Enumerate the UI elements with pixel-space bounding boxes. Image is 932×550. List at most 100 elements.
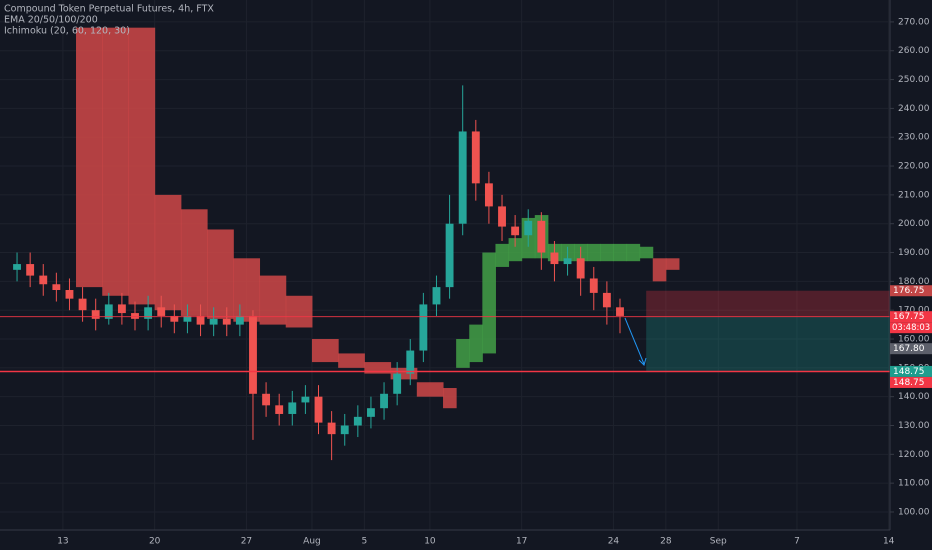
price-label: 148.75 <box>893 378 925 388</box>
candle-body <box>576 258 585 279</box>
countdown: 03:48:03 <box>892 323 930 333</box>
y-tick-label: 120.00 <box>898 450 930 460</box>
y-tick-label: 130.00 <box>898 421 930 431</box>
candle-body <box>445 223 454 288</box>
candle-body <box>65 290 74 299</box>
ichimoku-cloud <box>338 353 365 368</box>
ichimoku-cloud <box>259 275 287 325</box>
price-label-box <box>890 343 932 355</box>
price-label-box <box>890 285 932 297</box>
ichimoku-cloud <box>443 388 457 409</box>
forecast-arrow <box>624 317 645 365</box>
candle-body <box>471 131 480 184</box>
candle-body <box>157 307 166 316</box>
x-tick-label: 13 <box>57 537 68 547</box>
candle-body <box>589 278 598 293</box>
ichimoku-cloud <box>180 209 208 316</box>
price-label: 167.75 <box>893 312 925 322</box>
x-tick-label: 14 <box>883 537 895 547</box>
y-tick-label: 160.00 <box>898 335 930 345</box>
chart-title: Compound Token Perpetual Futures, 4h, FT… <box>4 4 214 15</box>
candle-body <box>563 258 572 265</box>
candle-body <box>353 416 362 426</box>
ichimoku-cloud <box>482 252 496 354</box>
ichimoku-cloud <box>102 27 129 296</box>
candle-body <box>91 310 100 319</box>
ichimoku-cloud <box>613 243 628 262</box>
candle-body <box>406 350 415 374</box>
candle-body <box>131 313 139 319</box>
ichimoku-cloud <box>311 339 339 363</box>
y-tick-label: 250.00 <box>898 75 930 85</box>
candle-body <box>537 220 546 253</box>
y-tick-label: 180.00 <box>898 277 930 287</box>
price-label-box <box>890 311 932 323</box>
candle-body <box>432 287 441 305</box>
candle-body <box>209 318 218 325</box>
target-zone <box>646 316 890 372</box>
candle-body <box>380 393 388 409</box>
candle-body <box>314 396 323 423</box>
ichimoku-cloud <box>128 27 156 305</box>
candle-body <box>602 292 611 308</box>
y-tick-label: 210.00 <box>898 190 930 200</box>
candle-body <box>262 393 271 406</box>
y-tick-label: 110.00 <box>898 479 930 489</box>
x-tick-label: Sep <box>710 537 727 547</box>
candle-body <box>52 284 61 291</box>
ichimoku-cloud <box>469 324 483 363</box>
x-tick-label: Aug <box>303 537 321 547</box>
ichimoku-cloud <box>587 243 601 262</box>
y-tick-label: 200.00 <box>898 219 930 229</box>
candle-body <box>419 304 428 351</box>
candle-body <box>340 425 349 435</box>
x-tick-label: 27 <box>241 537 252 547</box>
y-tick-label: 190.00 <box>898 248 930 258</box>
ichimoku-cloud <box>665 258 680 270</box>
candle-body <box>498 206 506 227</box>
candle-body <box>511 226 520 236</box>
candle-body <box>235 315 244 325</box>
candle-body <box>367 408 375 417</box>
y-tick-label: 220.00 <box>898 162 930 172</box>
candle-body <box>524 220 533 236</box>
ichimoku-cloud <box>639 246 654 259</box>
price-label: 176.75 <box>893 286 925 296</box>
ichimoku-cloud <box>626 243 641 262</box>
x-tick-label: 20 <box>149 537 161 547</box>
ichimoku-cloud <box>652 258 667 282</box>
candle-body <box>550 252 559 265</box>
y-tick-label: 170.00 <box>898 306 930 316</box>
candle-body <box>78 298 87 311</box>
x-tick-label: 10 <box>424 537 436 547</box>
ichimoku-cloud <box>285 295 313 328</box>
candle-body <box>484 183 493 207</box>
candle-body <box>196 315 205 325</box>
price-label: 148.75 <box>893 367 925 377</box>
candle-body <box>170 315 179 322</box>
candle-body <box>39 275 48 285</box>
candle-body <box>301 396 310 403</box>
x-tick-label: 28 <box>660 537 672 547</box>
ichimoku-cloud <box>508 238 523 262</box>
y-tick-label: 260.00 <box>898 46 930 56</box>
candle-body <box>144 307 153 319</box>
ichimoku-cloud <box>207 229 234 319</box>
ichimoku-cloud <box>416 382 444 397</box>
forecast-arrowhead <box>638 357 647 366</box>
candle-body <box>393 373 402 394</box>
price-label-box <box>890 376 932 388</box>
ichimoku-cloud <box>364 362 392 374</box>
y-tick-label: 270.00 <box>898 17 930 27</box>
candle-body <box>249 315 257 394</box>
y-tick-label: 100.00 <box>898 507 930 517</box>
countdown-box <box>890 322 932 334</box>
price-axis <box>890 0 932 550</box>
ichimoku-cloud <box>154 194 182 311</box>
candle-body <box>117 304 126 314</box>
ichimoku-cloud <box>76 27 103 288</box>
x-tick-label: 17 <box>516 537 527 547</box>
candle-body <box>288 402 297 414</box>
stop-zone <box>646 290 890 317</box>
